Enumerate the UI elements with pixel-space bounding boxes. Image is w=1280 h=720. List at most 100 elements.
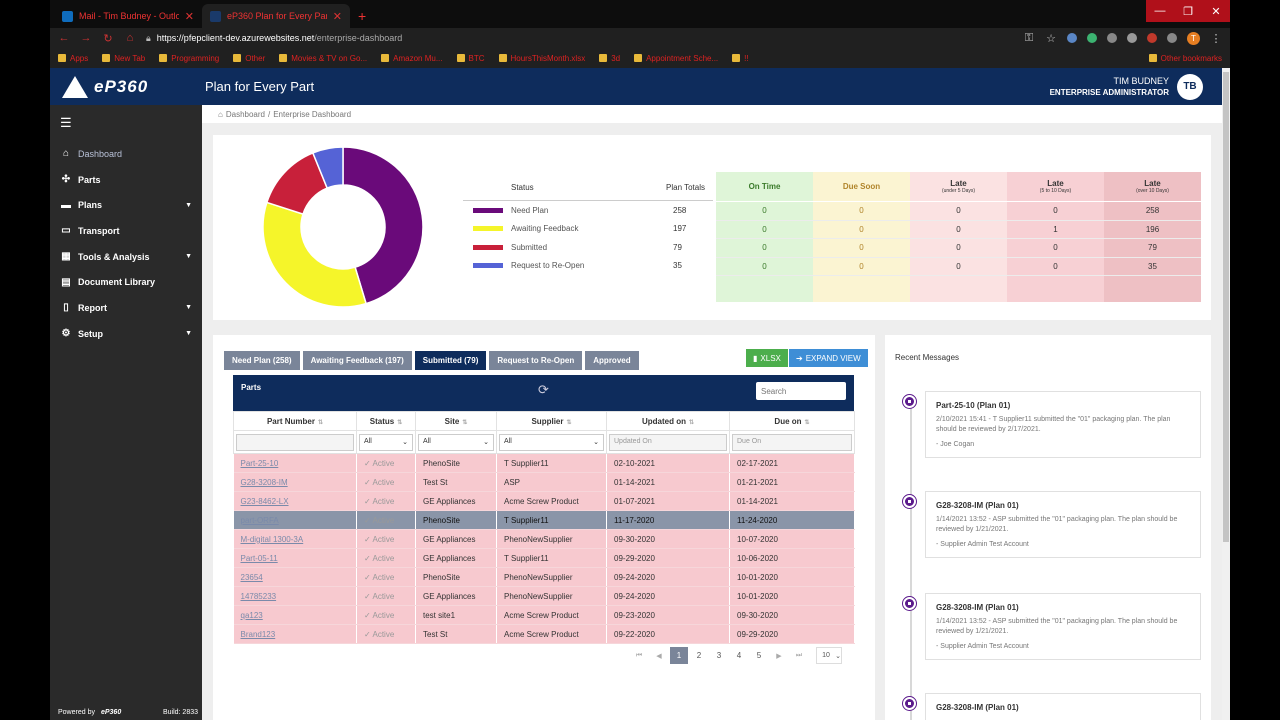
table-row[interactable]: M-digital 1300-3A ✓ Active GE Appliances Ph…: [233, 529, 855, 549]
browser-menu-icon[interactable]: ⋮: [1210, 32, 1222, 45]
bookmark-item[interactable]: Programming: [159, 54, 219, 63]
browser-tab-outlook[interactable]: Mail - Tim Budney - Outlook ✕: [54, 4, 202, 28]
due-on-filter[interactable]: Due On: [729, 430, 855, 454]
key-icon[interactable]: ⚿: [1024, 31, 1034, 44]
message-item[interactable]: G28-3208-IM (Plan 01): [903, 693, 1201, 720]
table-row[interactable]: 14785233 ✓ Active GE Appliances PhenoNewSup…: [233, 586, 855, 606]
part-number-link[interactable]: part-ORFA: [240, 515, 279, 525]
supplier-filter[interactable]: All ⌄: [496, 430, 607, 454]
donut-slice-need-plan[interactable]: [342, 146, 424, 305]
timing-cell[interactable]: 0: [813, 239, 910, 258]
timing-cell[interactable]: 0: [716, 239, 813, 258]
timing-cell[interactable]: 0: [716, 202, 813, 221]
other-bookmarks[interactable]: Other bookmarks: [1148, 54, 1222, 63]
part-number-link[interactable]: M-digital 1300-3A: [240, 534, 304, 544]
back-icon[interactable]: ←: [58, 32, 70, 44]
extension-icon[interactable]: [1087, 33, 1097, 43]
bookmark-item[interactable]: Apps: [58, 54, 88, 63]
table-row[interactable]: Brand123 ✓ Active Test St Acme Screw Produc…: [233, 624, 855, 644]
sidebar-item-parts[interactable]: ✣ Parts: [50, 167, 202, 193]
sort-icon[interactable]: ⇅: [462, 419, 468, 426]
column-header-site[interactable]: Site ⇅: [415, 411, 497, 431]
message-item[interactable]: Part-25-10 (Plan 01) 2/10/2021 15:41 - T …: [903, 391, 1201, 458]
sort-icon[interactable]: ⇅: [317, 419, 324, 426]
browser-tab-ep360[interactable]: eP360 Plan for Every Part ✕: [202, 4, 350, 28]
forward-icon[interactable]: →: [80, 32, 92, 44]
table-row[interactable]: qa123 ✓ Active test site1 Acme Screw Produc…: [233, 605, 855, 625]
sidebar-item-transport[interactable]: ▭ Transport: [50, 218, 202, 244]
timing-cell[interactable]: 79: [1104, 239, 1201, 258]
tab-submitted[interactable]: Submitted (79): [414, 351, 487, 370]
close-tab-icon[interactable]: ✕: [332, 10, 342, 23]
last-page-icon[interactable]: ⏭: [795, 651, 803, 659]
table-row[interactable]: G28-3208-IM ✓ Active Test St ASP 01-14-2021 0…: [233, 472, 855, 492]
table-row[interactable]: part-ORFA ✓ Active PhenoSite T Supplier11 11…: [233, 510, 855, 530]
page-button[interactable]: 2: [696, 651, 702, 660]
close-window-icon[interactable]: ✕: [1202, 0, 1230, 22]
part-number-link[interactable]: Part-05-11: [240, 553, 278, 563]
bookmark-item[interactable]: Appointment Sche...: [634, 54, 718, 63]
sidebar-item-dashboard[interactable]: ⌂ Dashboard: [50, 141, 202, 167]
sidebar-item-plans[interactable]: ▬ Plans ▼: [50, 192, 202, 218]
home-browser-icon[interactable]: ⌂: [126, 32, 134, 44]
timing-cell[interactable]: 0: [716, 221, 813, 239]
site-filter[interactable]: All ⌄: [415, 430, 497, 454]
table-cell[interactable]: qa123: [233, 605, 357, 625]
hamburger-menu-icon[interactable]: ☰: [60, 115, 72, 130]
timing-cell[interactable]: 196: [1104, 221, 1201, 239]
bookmark-item[interactable]: Movies & TV on Go...: [279, 54, 367, 63]
part-number-link[interactable]: 23654: [240, 572, 263, 582]
timing-cell[interactable]: 1: [1007, 221, 1104, 239]
sidebar-item-setup[interactable]: ⚙ Setup ▼: [50, 321, 202, 347]
tab-need-plan[interactable]: Need Plan (258): [224, 351, 300, 370]
table-cell[interactable]: Part-05-11: [233, 548, 357, 568]
timing-cell[interactable]: 0: [813, 202, 910, 221]
part-number-link[interactable]: Brand123: [240, 629, 276, 639]
scrollbar-thumb[interactable]: [1223, 72, 1229, 542]
message-item[interactable]: G28-3208-IM (Plan 01) 1/14/2021 13:52 - A…: [903, 491, 1201, 558]
part-number-filter[interactable]: [233, 430, 357, 454]
extension-icon[interactable]: [1107, 33, 1117, 43]
xlsx-export-button[interactable]: ▮ XLSX: [746, 349, 788, 367]
sidebar-item-document-library[interactable]: ▤ Document Library: [50, 269, 202, 295]
timing-cell[interactable]: 0: [910, 258, 1007, 276]
table-cell[interactable]: M-digital 1300-3A: [233, 529, 357, 549]
tab-approved[interactable]: Approved: [585, 351, 639, 370]
avatar[interactable]: TB: [1177, 73, 1203, 100]
star-icon[interactable]: ☆: [1046, 32, 1056, 45]
timing-cell[interactable]: 0: [813, 258, 910, 276]
timing-cell[interactable]: 0: [716, 258, 813, 276]
part-number-link[interactable]: Part-25-10: [240, 458, 279, 468]
table-cell[interactable]: 14785233: [233, 586, 357, 606]
timing-cell[interactable]: 0: [813, 221, 910, 239]
timing-cell[interactable]: 0: [1007, 202, 1104, 221]
page-size-select[interactable]: 10 ⌄: [816, 647, 842, 664]
sort-icon[interactable]: ⇅: [397, 419, 403, 426]
sidebar-item-tools-analysis[interactable]: ▦ Tools & Analysis ▼: [50, 244, 202, 270]
timing-cell[interactable]: 0: [910, 239, 1007, 258]
extension-icon[interactable]: [1167, 33, 1177, 43]
table-cell[interactable]: part-ORFA: [233, 510, 357, 530]
timing-cell[interactable]: 35: [1104, 258, 1201, 276]
sort-icon[interactable]: ⇅: [688, 419, 695, 426]
table-cell[interactable]: G28-3208-IM: [233, 472, 357, 492]
extension-icon[interactable]: [1127, 33, 1137, 43]
timing-cell[interactable]: 0: [910, 221, 1007, 239]
part-number-link[interactable]: 14785233: [240, 591, 277, 601]
column-header-supplier[interactable]: Supplier ⇅: [496, 411, 607, 431]
prev-page-icon[interactable]: ◀: [656, 652, 662, 660]
page-scrollbar[interactable]: [1222, 68, 1230, 720]
tab-request-to-re-open[interactable]: Request to Re-Open: [489, 351, 583, 370]
profile-avatar[interactable]: T: [1187, 31, 1200, 45]
table-cell[interactable]: Part-25-10: [233, 453, 357, 473]
expand-view-button[interactable]: ➔ EXPAND VIEW: [789, 349, 868, 367]
ep360-logo[interactable]: eP360: [50, 75, 202, 98]
page-button[interactable]: 4: [736, 651, 742, 660]
sort-icon[interactable]: ⇅: [566, 419, 572, 426]
table-row[interactable]: Part-05-11 ✓ Active GE Appliances T Supplie…: [233, 548, 855, 568]
sort-icon[interactable]: ⇅: [804, 419, 810, 426]
extension-icon[interactable]: [1067, 33, 1077, 43]
table-row[interactable]: 23654 ✓ Active PhenoSite PhenoNewSupplier 09…: [233, 567, 855, 587]
minimize-icon[interactable]: —: [1146, 0, 1174, 22]
donut-slice-awaiting-feedback[interactable]: [262, 201, 368, 308]
